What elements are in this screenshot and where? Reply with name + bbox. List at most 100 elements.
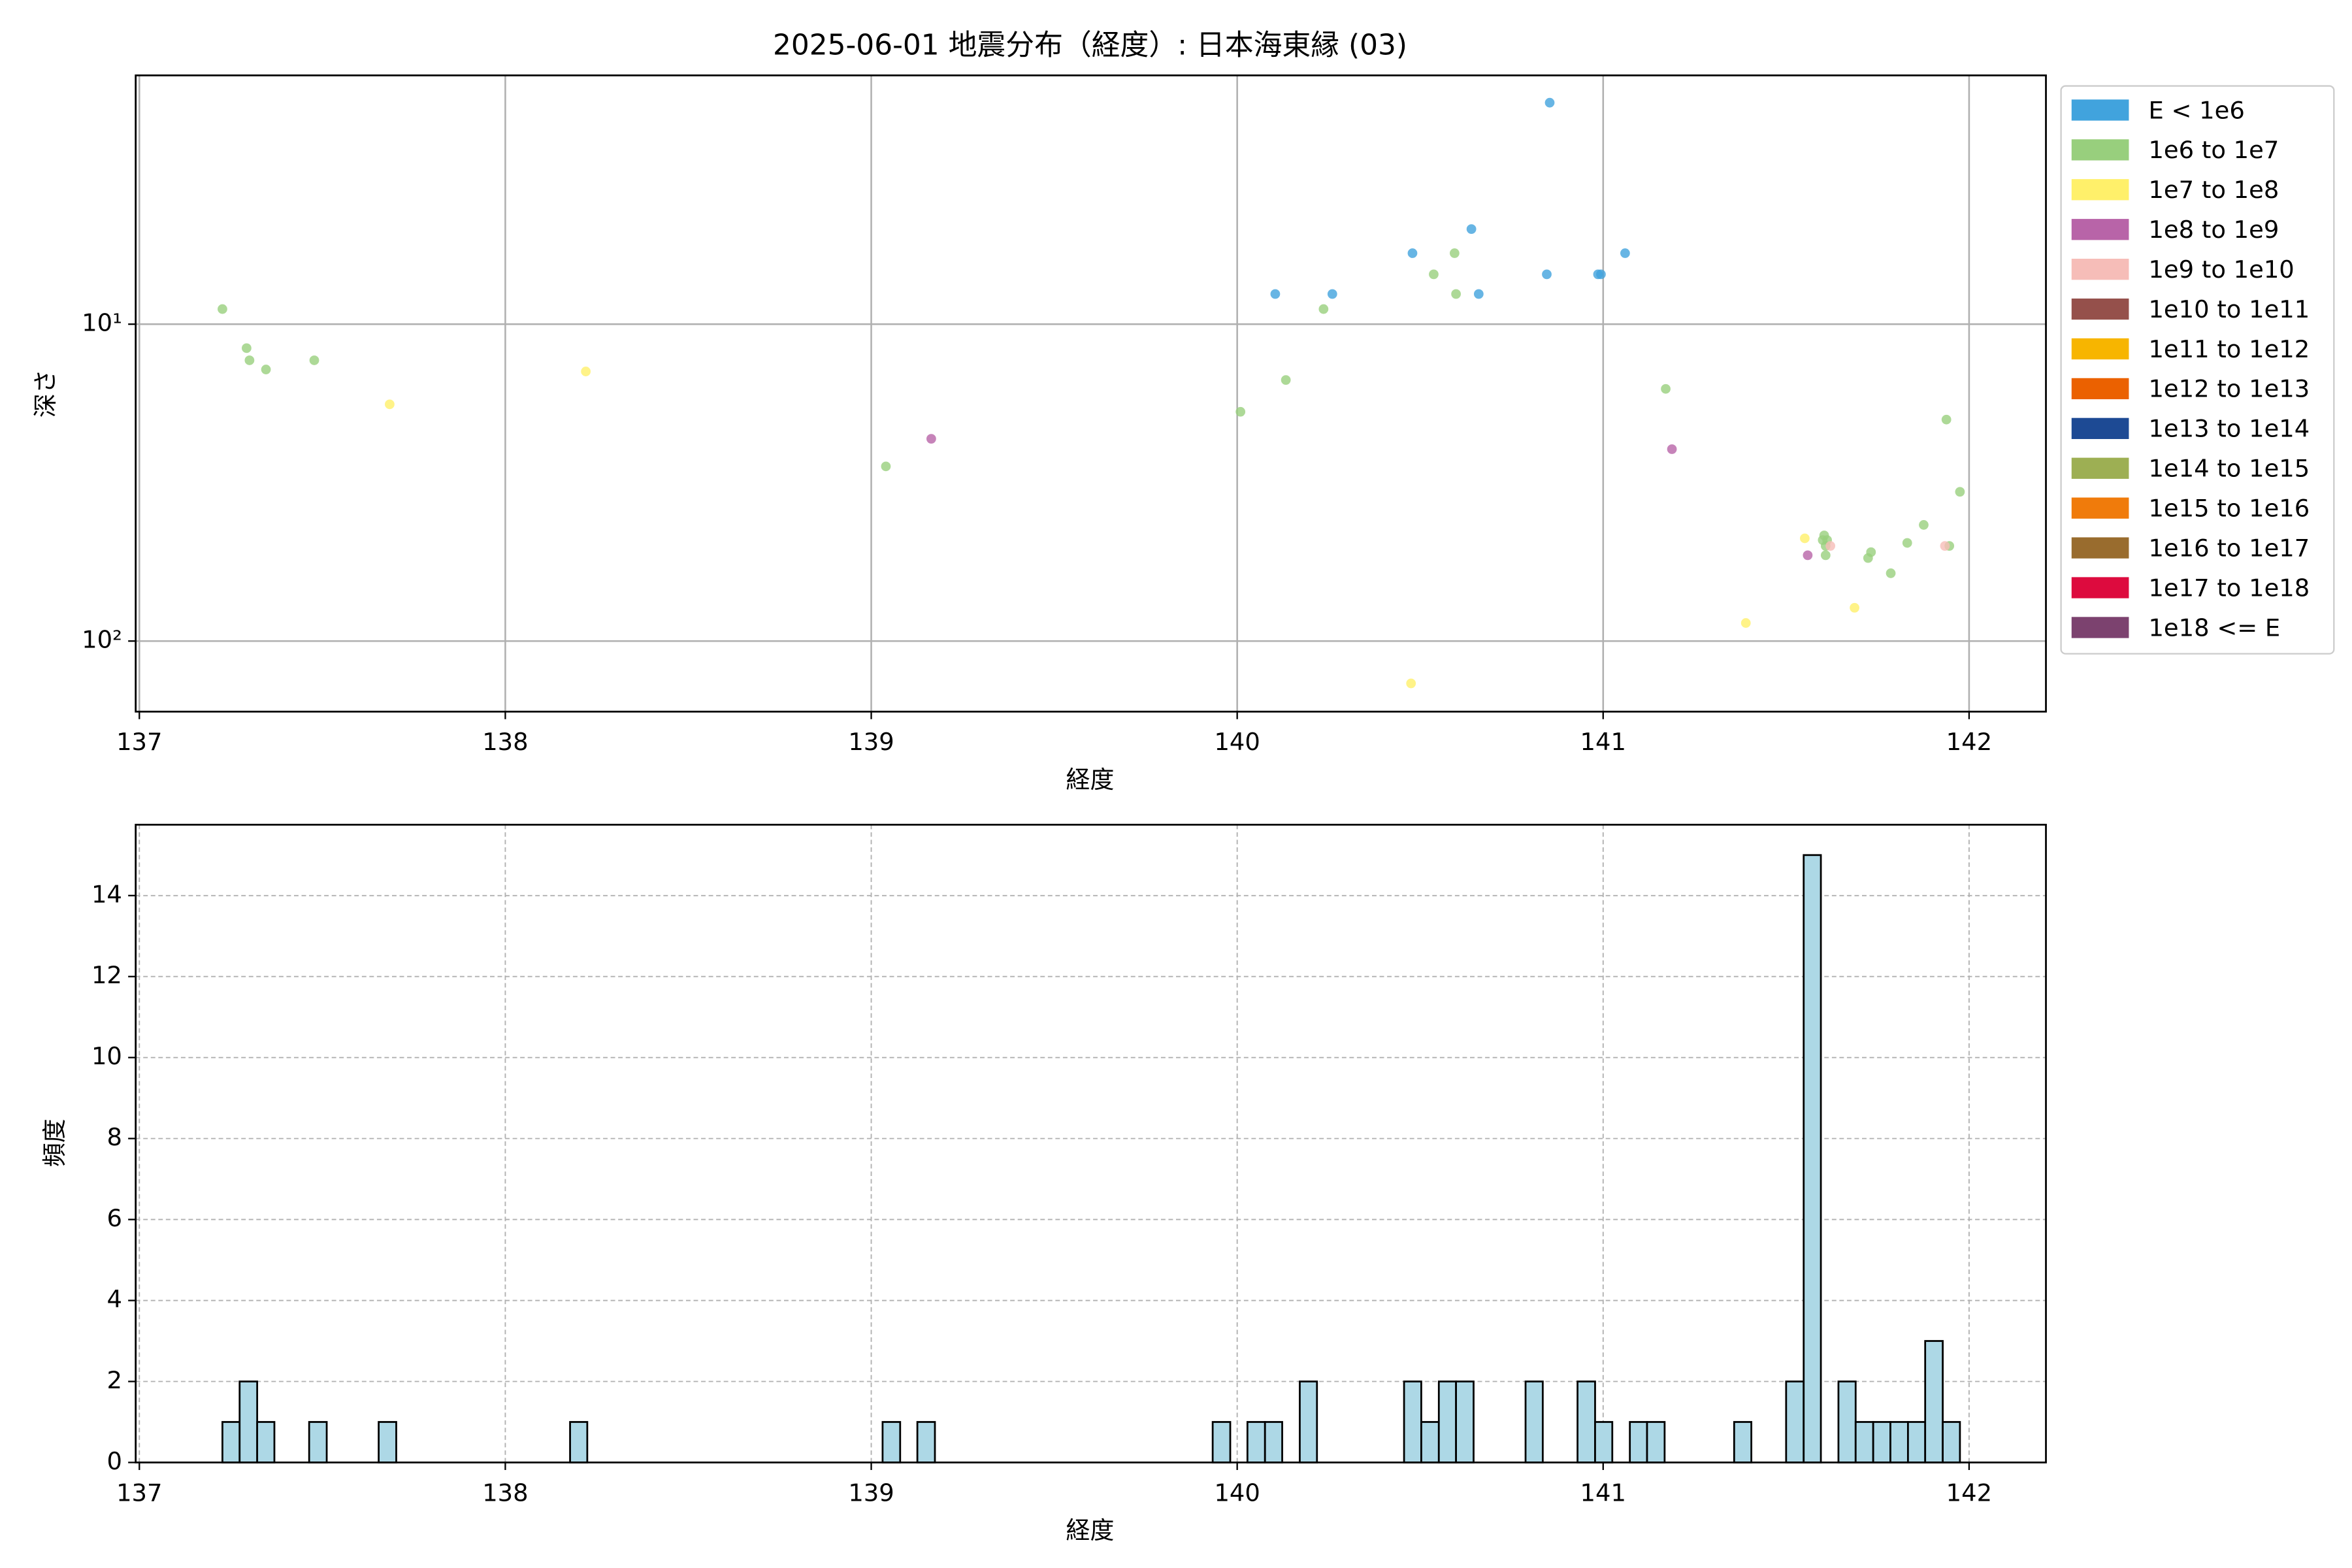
data-point — [881, 461, 891, 472]
x-tick-label: 138 — [482, 728, 528, 756]
x-tick-label: 142 — [1946, 1478, 1992, 1507]
data-point — [1740, 618, 1751, 628]
data-point — [1850, 602, 1859, 613]
data-point — [1473, 289, 1484, 299]
data-point — [1544, 97, 1555, 108]
data-point — [261, 365, 271, 374]
histogram-bar — [1837, 1380, 1857, 1463]
histogram-bar — [1906, 1421, 1927, 1463]
data-point — [1542, 269, 1552, 280]
legend-label: 1e17 to 1e18 — [2148, 574, 2310, 602]
histogram-bar — [569, 1421, 589, 1463]
histogram-bar — [1942, 1421, 1961, 1463]
legend-label: 1e11 to 1e12 — [2148, 335, 2310, 363]
x-tick-label: 140 — [1214, 1478, 1260, 1507]
axes-frame — [135, 823, 2047, 1463]
legend-swatch — [2071, 338, 2129, 360]
x-axis-label: 経度 — [1066, 766, 1115, 794]
x-tick-label: 141 — [1580, 728, 1626, 756]
data-point — [1886, 568, 1896, 578]
histogram-bar — [378, 1421, 397, 1463]
data-point — [309, 355, 319, 365]
histogram-bar — [1646, 1421, 1666, 1463]
data-point — [385, 399, 395, 410]
data-point — [1661, 384, 1671, 394]
y-tick-label: 12 — [91, 961, 122, 989]
histogram-bar — [308, 1421, 328, 1463]
legend-label: 1e9 to 1e10 — [2148, 255, 2294, 284]
data-point — [926, 434, 936, 444]
y-tick-label: 2 — [106, 1366, 122, 1394]
data-point — [242, 343, 252, 353]
legend-swatch — [2071, 179, 2129, 201]
legend-label: 1e13 to 1e14 — [2148, 415, 2310, 443]
data-point — [1270, 289, 1281, 299]
legend-swatch — [2071, 298, 2129, 320]
histogram-bar — [1594, 1421, 1614, 1463]
x-tick-label: 137 — [116, 1478, 162, 1507]
legend-swatch — [2071, 99, 2129, 121]
histogram-bar — [1733, 1421, 1753, 1463]
data-point — [1620, 248, 1630, 258]
legend-label: 1e15 to 1e16 — [2148, 495, 2310, 523]
y-axis-label: 深さ — [31, 369, 59, 417]
legend-swatch — [2071, 497, 2129, 519]
legend-label: 1e7 to 1e8 — [2148, 176, 2279, 204]
data-point — [1940, 541, 1950, 551]
data-point — [1235, 406, 1246, 417]
histogram-bar — [1576, 1380, 1596, 1463]
data-point — [1451, 289, 1462, 299]
legend-swatch — [2071, 577, 2129, 598]
legend-label: 1e8 to 1e9 — [2148, 216, 2279, 244]
legend-swatch — [2071, 139, 2129, 161]
data-point — [1429, 269, 1439, 280]
x-tick-label: 137 — [116, 728, 162, 756]
legend-swatch — [2071, 259, 2129, 280]
y-tick-label: 6 — [106, 1204, 122, 1232]
y-tick-label: 4 — [106, 1285, 122, 1313]
histogram-bar — [916, 1421, 936, 1463]
data-point — [1327, 289, 1337, 299]
histogram-bar — [1403, 1380, 1422, 1463]
x-tick-label: 139 — [848, 728, 894, 756]
chart-title: 2025-06-01 地震分布（経度）: 日本海東縁 (03) — [773, 29, 1407, 62]
histogram-bar — [1785, 1380, 1805, 1463]
histogram-bar — [256, 1421, 276, 1463]
histogram-bar — [1524, 1380, 1544, 1463]
legend-swatch — [2071, 537, 2129, 559]
data-point — [1825, 541, 1836, 551]
legend-label: 1e10 to 1e11 — [2148, 295, 2310, 323]
data-point — [1866, 547, 1876, 557]
legend-frame — [2060, 85, 2335, 655]
legend-label: 1e6 to 1e7 — [2148, 136, 2279, 164]
x-tick-label: 141 — [1580, 1478, 1626, 1507]
data-point — [1281, 375, 1291, 385]
data-point — [218, 304, 227, 314]
histogram-bar — [1211, 1421, 1232, 1463]
histogram-bar — [1629, 1421, 1648, 1463]
x-tick-label: 139 — [848, 1478, 894, 1507]
histogram-bar — [1246, 1421, 1266, 1463]
legend-label: 1e12 to 1e13 — [2148, 375, 2310, 403]
histogram-bar — [1437, 1380, 1458, 1463]
y-tick-label: 0 — [106, 1447, 122, 1475]
x-axis-label: 経度 — [1066, 1516, 1115, 1544]
histogram-bar — [1803, 854, 1822, 1463]
histogram-bar — [1872, 1421, 1891, 1463]
axes-frame — [135, 74, 2047, 713]
histogram-bar — [1854, 1421, 1874, 1463]
data-point — [1466, 224, 1477, 234]
histogram-bar — [238, 1380, 259, 1463]
x-tick-label: 138 — [482, 1478, 528, 1507]
data-point — [244, 355, 255, 365]
y-tick-label: 8 — [106, 1123, 122, 1151]
histogram-bar — [1889, 1421, 1909, 1463]
histogram-bar — [221, 1421, 241, 1463]
y-tick-label: 10 — [91, 1042, 122, 1070]
legend-swatch — [2071, 219, 2129, 240]
x-tick-label: 140 — [1214, 728, 1260, 756]
legend-label: E < 1e6 — [2148, 96, 2244, 124]
histogram-bar — [881, 1421, 902, 1463]
data-point — [1596, 269, 1606, 280]
